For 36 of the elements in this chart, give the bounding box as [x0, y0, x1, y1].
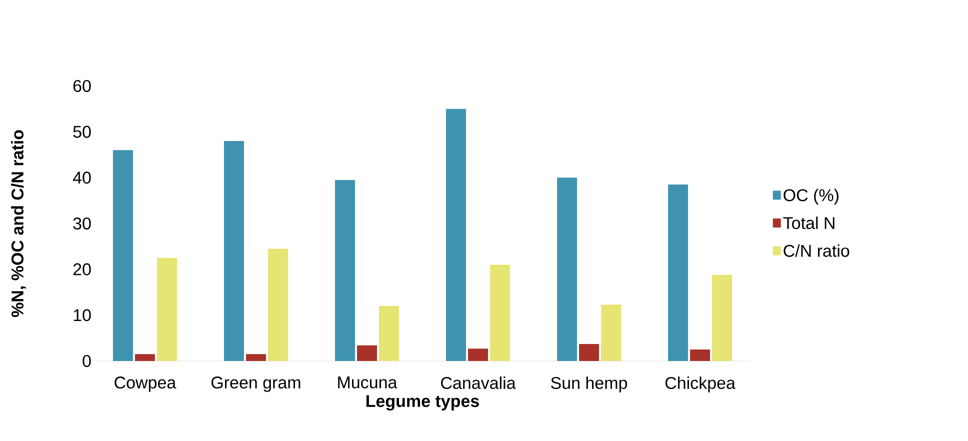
- bar: [224, 140, 244, 361]
- bar: [134, 354, 155, 361]
- bar: [490, 264, 510, 361]
- bar: [579, 344, 600, 361]
- x-tick-label: Chickpea: [665, 376, 736, 392]
- bar: [378, 306, 399, 361]
- x-tick-label: Canavalia: [441, 376, 516, 390]
- y-tick-label: 0: [82, 354, 91, 368]
- legend-label: C/N ratio: [784, 244, 850, 257]
- y-tick-label: 20: [73, 263, 91, 276]
- bar: [712, 274, 732, 361]
- bar: [112, 150, 133, 361]
- y-tick-label: 40: [72, 172, 91, 184]
- y-tick-label: 50: [73, 126, 91, 138]
- bar: [156, 258, 177, 361]
- x-tick-label: Green gram: [211, 376, 300, 392]
- bar: [356, 345, 377, 361]
- bar: [601, 304, 622, 361]
- legend-label: Total N: [783, 216, 834, 230]
- bar: [334, 180, 355, 361]
- bar: [446, 108, 466, 361]
- x-tick-label: Cowpea: [114, 376, 176, 392]
- x-tick-label: Sun hemp: [551, 376, 628, 392]
- bar: [557, 178, 578, 361]
- y-tick-label: 60: [73, 80, 91, 92]
- y-tick-label: 30: [73, 217, 91, 230]
- y-axis-title: %N, %OC and C/N ratio: [11, 130, 26, 318]
- legend-label: OC (%): [784, 188, 838, 205]
- y-tick-label: 10: [74, 309, 91, 322]
- bar: [268, 248, 288, 361]
- bar: [246, 354, 266, 361]
- bar: [668, 184, 688, 361]
- x-axis-title: Legume types: [366, 395, 479, 411]
- x-tick-label: Mucuna: [338, 376, 398, 388]
- bar: [468, 348, 488, 361]
- bar: [690, 350, 710, 361]
